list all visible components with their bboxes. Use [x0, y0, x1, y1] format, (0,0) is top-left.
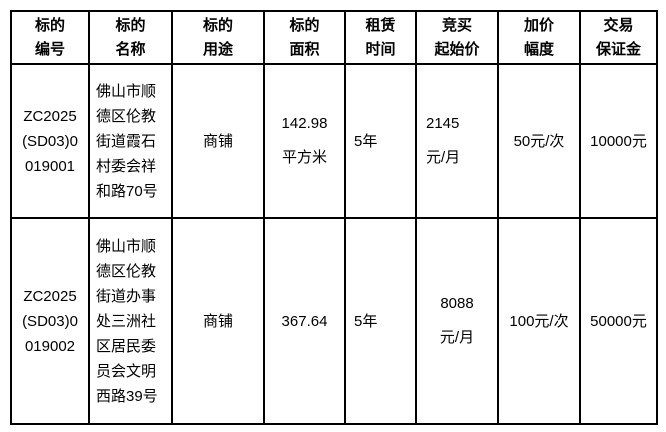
header-increment: 加价 幅度 — [497, 10, 581, 65]
header-bid-area: 标的 面积 — [263, 10, 346, 65]
cell-lease-term: 5年 — [344, 217, 417, 425]
cell-deposit: 50000元 — [579, 217, 658, 425]
header-bid-name: 标的 名称 — [88, 10, 173, 65]
cell-bid-area: 142.98 平方米 — [263, 63, 346, 219]
cell-deposit: 10000元 — [579, 63, 658, 219]
table-row: ZC2025 (SD03)0 019002 佛山市顺德区伦教街道办事处三洲社区居… — [10, 217, 658, 425]
table-row: ZC2025 (SD03)0 019001 佛山市顺德区伦教街道霞石村委会祥和路… — [10, 63, 658, 219]
cell-bid-number: ZC2025 (SD03)0 019002 — [10, 217, 90, 425]
cell-bid-number: ZC2025 (SD03)0 019001 — [10, 63, 90, 219]
header-bid-number: 标的 编号 — [10, 10, 90, 65]
cell-bid-area: 367.64 — [263, 217, 346, 425]
header-starting-price: 竞买 起始价 — [415, 10, 499, 65]
header-lease-term: 租赁 时间 — [344, 10, 417, 65]
cell-increment: 50元/次 — [497, 63, 581, 219]
header-deposit: 交易 保证金 — [579, 10, 658, 65]
cell-starting-price: 8088 元/月 — [415, 217, 499, 425]
cell-increment: 100元/次 — [497, 217, 581, 425]
cell-bid-name: 佛山市顺德区伦教街道霞石村委会祥和路70号 — [88, 63, 173, 219]
cell-bid-name: 佛山市顺德区伦教街道办事处三洲社区居民委员会文明西路39号 — [88, 217, 173, 425]
table-header-row: 标的 编号 标的 名称 标的 用途 标的 面积 租赁 时间 竞买 起始价 加价 … — [10, 10, 658, 65]
cell-bid-usage: 商铺 — [171, 63, 265, 219]
cell-lease-term: 5年 — [344, 63, 417, 219]
header-bid-usage: 标的 用途 — [171, 10, 265, 65]
cell-starting-price: 2145 元/月 — [415, 63, 499, 219]
cell-bid-usage: 商铺 — [171, 217, 265, 425]
auction-listings-table: 标的 编号 标的 名称 标的 用途 标的 面积 租赁 时间 竞买 起始价 加价 … — [10, 10, 658, 425]
